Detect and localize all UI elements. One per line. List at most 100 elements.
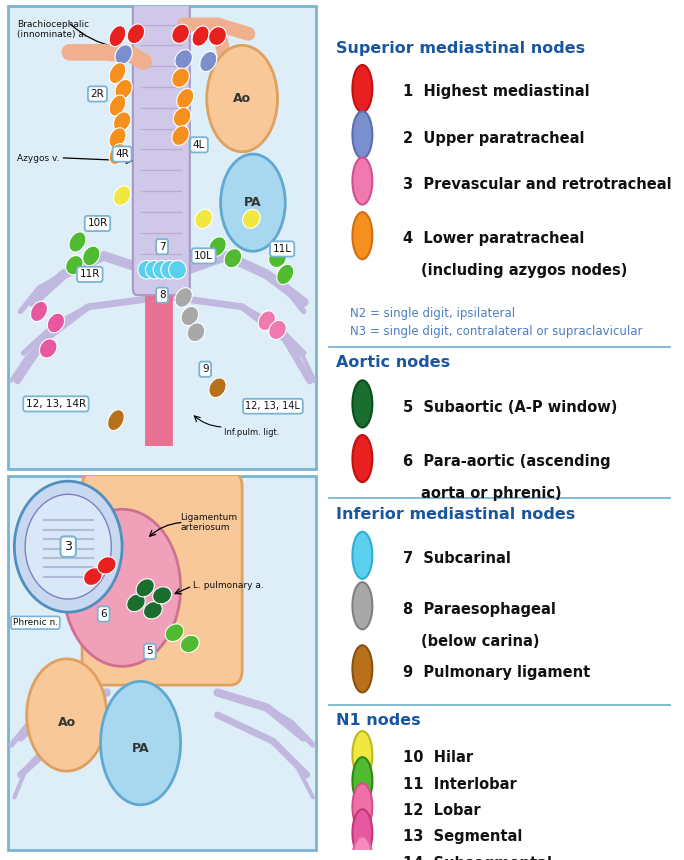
Text: 6  Para-aortic (ascending: 6 Para-aortic (ascending <box>404 454 611 470</box>
Ellipse shape <box>83 568 102 586</box>
Text: Ao: Ao <box>57 716 76 729</box>
Ellipse shape <box>277 264 293 285</box>
Ellipse shape <box>47 313 64 333</box>
Circle shape <box>352 809 372 857</box>
Text: 6: 6 <box>101 609 107 619</box>
Text: 4R: 4R <box>115 149 129 159</box>
Ellipse shape <box>153 261 171 279</box>
Ellipse shape <box>165 624 184 642</box>
Circle shape <box>207 46 278 151</box>
Text: Brachiocephalic
(innominate) a.: Brachiocephalic (innominate) a. <box>18 20 90 40</box>
Text: 12  Lobar: 12 Lobar <box>404 802 481 818</box>
FancyBboxPatch shape <box>133 0 189 295</box>
Text: 11L: 11L <box>273 244 291 254</box>
Ellipse shape <box>258 310 276 330</box>
Circle shape <box>352 645 372 692</box>
Ellipse shape <box>144 602 162 619</box>
Ellipse shape <box>109 95 126 116</box>
Circle shape <box>14 482 122 612</box>
Text: 14  Subsegmental: 14 Subsegmental <box>404 856 552 860</box>
Ellipse shape <box>168 261 187 279</box>
Ellipse shape <box>27 659 107 771</box>
Text: 2  Upper paratracheal: 2 Upper paratracheal <box>404 131 585 145</box>
Circle shape <box>352 757 372 804</box>
Text: 11R: 11R <box>79 269 100 280</box>
Text: Inf.pulm. ligt.: Inf.pulm. ligt. <box>224 428 279 438</box>
Text: Inferior mediastinal nodes: Inferior mediastinal nodes <box>336 507 575 521</box>
Ellipse shape <box>115 79 132 99</box>
Text: 3  Prevascular and retrotracheal: 3 Prevascular and retrotracheal <box>404 177 672 192</box>
Ellipse shape <box>136 579 155 597</box>
Circle shape <box>352 212 372 259</box>
Ellipse shape <box>69 232 86 252</box>
Circle shape <box>220 154 285 251</box>
Text: 13  Segmental: 13 Segmental <box>404 829 523 844</box>
Text: Superior mediastinal nodes: Superior mediastinal nodes <box>336 40 585 56</box>
Text: Ao: Ao <box>233 92 251 105</box>
Text: 8: 8 <box>159 290 166 300</box>
Ellipse shape <box>224 249 241 267</box>
Ellipse shape <box>137 261 156 279</box>
Ellipse shape <box>176 89 194 108</box>
Ellipse shape <box>181 636 199 653</box>
Circle shape <box>352 531 372 579</box>
Text: 4L: 4L <box>193 140 205 150</box>
Ellipse shape <box>107 409 124 431</box>
Ellipse shape <box>97 556 116 574</box>
Text: 7: 7 <box>159 242 166 252</box>
Text: N2 = single digit, ipsilateral
N3 = single digit, contralateral or supraclavicul: N2 = single digit, ipsilateral N3 = sing… <box>350 307 642 338</box>
Text: 10  Hilar: 10 Hilar <box>404 751 473 765</box>
Ellipse shape <box>175 50 192 69</box>
Text: L. pulmonary a.: L. pulmonary a. <box>193 580 263 590</box>
Text: 9  Pulmonary ligament: 9 Pulmonary ligament <box>404 665 590 679</box>
Circle shape <box>25 494 111 599</box>
Text: 3: 3 <box>64 540 73 553</box>
Text: 9: 9 <box>202 365 209 374</box>
FancyBboxPatch shape <box>8 476 316 850</box>
Ellipse shape <box>101 681 181 805</box>
Text: 5: 5 <box>146 647 153 656</box>
Ellipse shape <box>115 45 132 64</box>
Ellipse shape <box>173 108 191 126</box>
Text: PA: PA <box>244 196 262 209</box>
Circle shape <box>352 582 372 630</box>
Circle shape <box>352 111 372 158</box>
Circle shape <box>352 783 372 831</box>
Circle shape <box>352 65 372 112</box>
Circle shape <box>352 380 372 427</box>
Ellipse shape <box>269 320 287 340</box>
Text: 12, 13, 14L: 12, 13, 14L <box>246 402 300 411</box>
Text: Azygos v.: Azygos v. <box>18 154 60 163</box>
Circle shape <box>352 731 372 778</box>
Ellipse shape <box>127 594 145 611</box>
Circle shape <box>352 157 372 205</box>
Ellipse shape <box>209 237 226 256</box>
Text: 7  Subcarinal: 7 Subcarinal <box>404 551 511 566</box>
Text: (below carina): (below carina) <box>421 634 540 648</box>
Text: Phrenic n.: Phrenic n. <box>13 618 58 627</box>
Text: 11  Interlobar: 11 Interlobar <box>404 777 517 791</box>
Text: 2R: 2R <box>90 89 105 99</box>
Text: 8  Paraesophageal: 8 Paraesophageal <box>404 601 556 617</box>
Ellipse shape <box>66 255 83 274</box>
Ellipse shape <box>181 306 198 326</box>
Ellipse shape <box>243 210 260 228</box>
Ellipse shape <box>109 128 126 148</box>
Text: aorta or phrenic): aorta or phrenic) <box>421 487 562 501</box>
Ellipse shape <box>64 509 181 666</box>
Text: 4  Lower paratracheal: 4 Lower paratracheal <box>404 231 585 247</box>
FancyBboxPatch shape <box>8 6 316 469</box>
Ellipse shape <box>269 249 287 267</box>
FancyBboxPatch shape <box>82 472 242 685</box>
Text: 1  Highest mediastinal: 1 Highest mediastinal <box>404 84 590 99</box>
Ellipse shape <box>83 246 100 266</box>
Ellipse shape <box>209 378 226 397</box>
Ellipse shape <box>114 112 131 132</box>
Text: 10R: 10R <box>88 218 107 229</box>
Circle shape <box>352 836 372 860</box>
Text: PA: PA <box>132 742 149 755</box>
Ellipse shape <box>209 27 226 46</box>
Ellipse shape <box>172 24 189 43</box>
Ellipse shape <box>195 209 213 229</box>
Ellipse shape <box>146 261 163 279</box>
